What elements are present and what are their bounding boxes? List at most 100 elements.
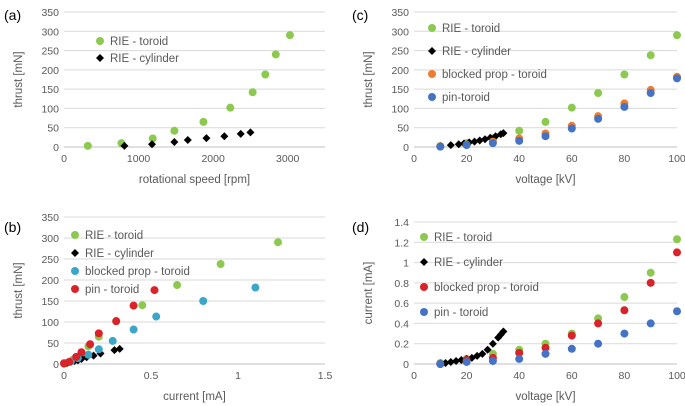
data-point: [673, 31, 681, 40]
legend-item: RIE - toroid: [428, 23, 500, 35]
y-tick-label: 0.4: [394, 318, 409, 330]
data-point: [567, 344, 576, 353]
y-axis-title: thrust [mN]: [13, 262, 25, 318]
y-tick-label: 0.6: [394, 298, 409, 310]
legend-marker: [71, 249, 79, 257]
x-tick-label: 0: [411, 370, 417, 382]
panel-b: 0 50 100 150 200 250 300 350 0 0.5 1 1.5 current [mA…: [4, 212, 332, 403]
data-point: [541, 343, 550, 352]
legend-label: RIE - cylinder: [85, 248, 154, 260]
y-tick-label: 100: [391, 103, 409, 115]
data-point: [673, 248, 681, 257]
x-tick-label: 1000: [127, 153, 151, 165]
x-tick-label: 3000: [276, 153, 300, 165]
data-point: [94, 345, 103, 354]
legend-item: blocked prop - toroid: [428, 69, 547, 81]
y-axis-title: current [mA]: [363, 262, 375, 325]
x-axis-title: current [mA]: [163, 391, 226, 403]
legend-marker: [420, 233, 428, 241]
legend-marker: [71, 267, 79, 275]
series-pin-toroid: [436, 307, 681, 368]
legend-label: RIE - toroid: [434, 232, 492, 244]
data-point: [115, 344, 124, 353]
y-tick-label: 100: [41, 103, 59, 115]
legend-item: RIE - cylinder: [428, 46, 511, 58]
data-point: [202, 134, 211, 143]
y-tick-label: 1.2: [394, 237, 409, 249]
legend-item: RIE - cylinder: [420, 257, 503, 269]
data-point: [567, 124, 576, 133]
legend-marker: [428, 24, 436, 32]
data-point: [138, 301, 147, 310]
data-point: [94, 329, 103, 338]
series-rie-cylinder: [120, 128, 255, 150]
legend-label: RIE - cylinder: [434, 257, 503, 269]
data-point: [446, 357, 455, 366]
data-point: [499, 129, 508, 138]
legend-marker: [428, 93, 436, 101]
legend-item: RIE - cylinder: [71, 248, 154, 260]
data-point: [646, 268, 655, 277]
x-axis-title: voltage [kV]: [515, 391, 575, 403]
data-point: [488, 139, 497, 148]
data-point: [446, 141, 455, 150]
y-axis-title: thrust [mN]: [363, 51, 375, 107]
data-point: [646, 51, 655, 60]
x-tick-label: 0.5: [144, 370, 159, 382]
data-point: [271, 50, 280, 59]
data-point: [620, 102, 629, 111]
data-point: [646, 278, 655, 287]
data-point: [646, 319, 655, 328]
y-tick-label: 350: [41, 212, 59, 224]
y-tick-label: 50: [47, 338, 59, 350]
data-point: [515, 136, 524, 145]
data-point: [170, 126, 179, 135]
data-point: [226, 103, 235, 112]
data-point: [594, 89, 603, 97]
x-tick-label: 0: [411, 153, 417, 165]
data-point: [594, 319, 603, 328]
data-point: [478, 349, 487, 358]
data-point: [86, 340, 95, 349]
legend-label: pin - toroid: [434, 307, 488, 319]
legend-item: blocked prop - toroid: [420, 282, 539, 294]
data-point: [567, 103, 576, 112]
x-tick-label: 60: [566, 153, 578, 165]
x-tick-label: 20: [461, 370, 473, 382]
y-tick-label: 300: [41, 26, 59, 38]
data-point: [236, 129, 245, 138]
series-rie-toroid: [436, 235, 681, 367]
panel-a: 0 50 100 150 200 250 300 350 0 1000 2000 3000 rotati…: [4, 7, 325, 186]
y-tick-label: 0: [403, 142, 409, 154]
legend-label: RIE - cylinder: [442, 46, 511, 58]
legend-marker: [96, 54, 104, 62]
y-tick-label: 300: [391, 26, 409, 38]
data-point: [83, 141, 92, 150]
y-tick-label: 0: [403, 359, 409, 371]
data-point: [483, 345, 492, 354]
panel-label: (c): [352, 7, 368, 23]
y-tick-label: 0: [53, 142, 59, 154]
legend-label: pin - toroid: [85, 284, 139, 296]
data-point: [261, 70, 270, 79]
series-blocked-prop-toroid: [60, 283, 260, 368]
legend-marker: [71, 231, 79, 239]
data-point: [285, 31, 294, 40]
data-point: [673, 235, 681, 244]
y-tick-label: 0.2: [394, 339, 409, 351]
panel-label: (a): [4, 7, 21, 23]
legend-label: RIE - toroid: [110, 36, 168, 48]
data-point: [594, 339, 603, 348]
data-point: [454, 140, 463, 149]
y-tick-label: 250: [41, 254, 59, 266]
x-axis-title: rotational speed [rpm]: [139, 174, 250, 186]
y-tick-label: 1.4: [394, 217, 409, 229]
data-point: [220, 132, 229, 141]
legend-marker: [420, 258, 428, 266]
y-tick-label: 350: [391, 7, 409, 19]
data-point: [470, 137, 479, 146]
legend-item: pin - toroid: [420, 307, 488, 319]
x-tick-label: 2000: [201, 153, 225, 165]
data-point: [620, 293, 629, 302]
data-point: [462, 357, 471, 366]
